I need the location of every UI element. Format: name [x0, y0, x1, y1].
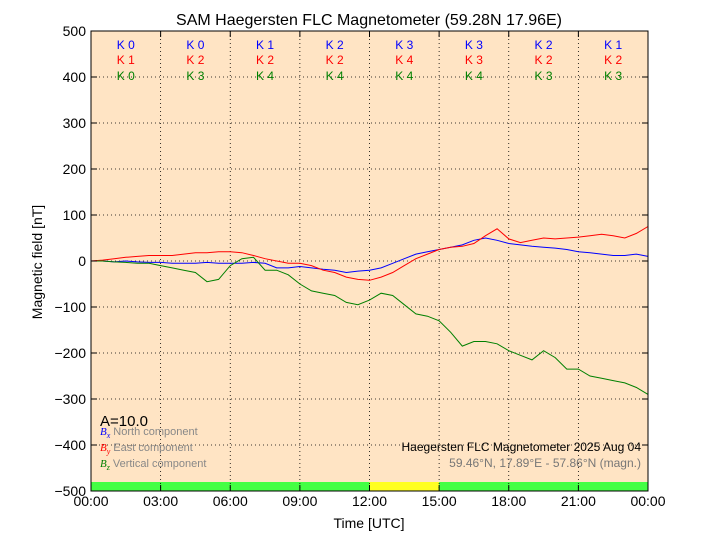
k-index-label: K 2 — [256, 53, 274, 67]
series-line — [91, 237, 649, 274]
k-index-label: K 4 — [395, 53, 413, 67]
x-tick-label: 03:00 — [143, 493, 178, 509]
x-tick-label: 15:00 — [422, 493, 457, 509]
y-tick-label: −400 — [54, 437, 86, 453]
k-index-label: K 4 — [395, 69, 413, 83]
k-index-label: K 0 — [117, 69, 135, 83]
k-index-label: K 1 — [117, 53, 135, 67]
k-index-label: K 4 — [256, 69, 274, 83]
k-index-label: K 3 — [535, 69, 553, 83]
station-info-line: Haegersten FLC Magnetometer 2025 Aug 04 — [402, 440, 642, 454]
y-tick-label: −300 — [54, 391, 86, 407]
x-axis-label: Time [UTC] — [333, 515, 404, 531]
y-tick-label: 200 — [63, 161, 87, 177]
k-index-label: K 4 — [326, 69, 344, 83]
series-line — [90, 226, 649, 281]
y-tick-label: 300 — [63, 115, 87, 131]
k-index-label: K 3 — [465, 53, 483, 67]
k-index-label: K 3 — [604, 69, 622, 83]
k-index-label: K 2 — [535, 38, 553, 52]
k-index-label: K 3 — [186, 69, 204, 83]
k-index-label: K 2 — [186, 53, 204, 67]
y-axis-label: Magnetic field [nT] — [29, 205, 45, 319]
k-index-label: K 3 — [465, 38, 483, 52]
x-tick-label: 12:00 — [352, 493, 387, 509]
x-tick-label: 21:00 — [561, 493, 596, 509]
status-bar-segment — [369, 482, 440, 491]
coordinates-info-line: 59.46°N, 17.89°E - 57.86°N (magn.) — [449, 456, 641, 470]
y-tick-label: −500 — [54, 483, 86, 499]
y-tick-label: 0 — [78, 253, 86, 269]
x-tick-label: 18:00 — [491, 493, 526, 509]
x-tick-label: 09:00 — [282, 493, 317, 509]
k-index-label: K 1 — [604, 38, 622, 52]
legend-entry: Bz Vertical component — [100, 458, 206, 472]
y-tick-label: 100 — [63, 207, 87, 223]
y-tick-label: −100 — [54, 299, 86, 315]
k-index-label: K 0 — [186, 38, 204, 52]
k-index-label: K 1 — [256, 38, 274, 52]
series-line — [91, 256, 649, 395]
k-index-label: K 2 — [326, 53, 344, 67]
status-bar-segment — [439, 482, 648, 491]
y-tick-label: 500 — [63, 23, 87, 39]
k-index-label: K 0 — [117, 38, 135, 52]
x-tick-label: 00:00 — [630, 493, 665, 509]
x-tick-label: 00:00 — [73, 493, 108, 509]
plot-background — [91, 31, 648, 491]
k-index-label: K 2 — [604, 53, 622, 67]
y-tick-label: −200 — [54, 345, 86, 361]
legend-entry: By East component — [100, 442, 193, 456]
k-index-label: K 2 — [326, 38, 344, 52]
k-index-label: K 3 — [395, 38, 413, 52]
x-tick-label: 06:00 — [213, 493, 248, 509]
y-tick-label: 400 — [63, 69, 87, 85]
chart-title: SAM Haegersten FLC Magnetometer (59.28N … — [176, 12, 562, 29]
a-index-label: A=10.0 — [100, 413, 148, 430]
legend-entry: Bx North component — [100, 426, 198, 440]
k-index-label: K 4 — [465, 69, 483, 83]
k-index-label: K 2 — [535, 53, 553, 67]
